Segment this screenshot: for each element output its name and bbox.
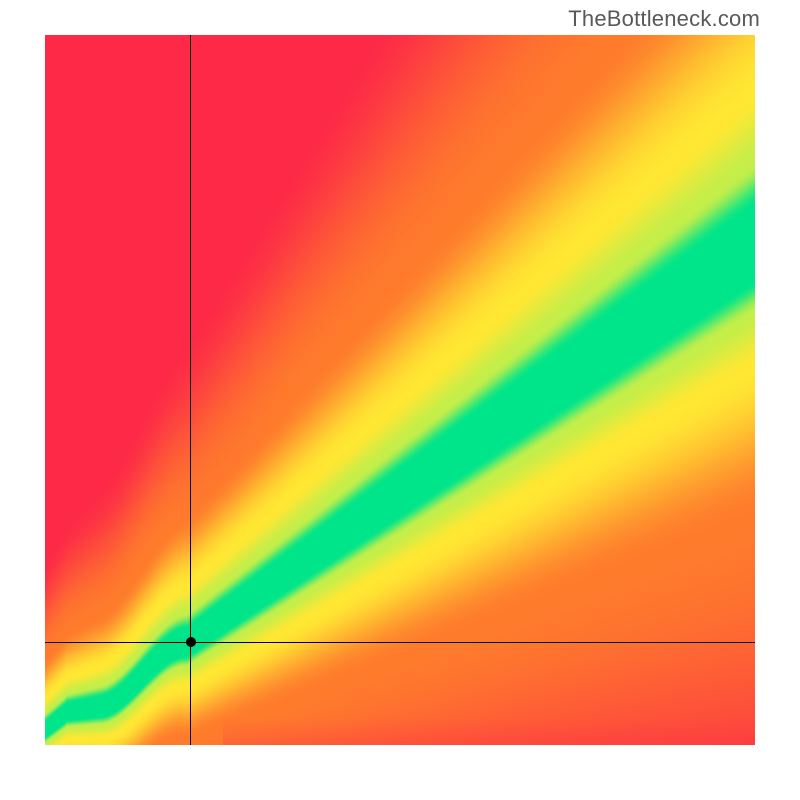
crosshair-marker	[186, 637, 196, 647]
heatmap-canvas	[45, 35, 755, 745]
watermark-text: TheBottleneck.com	[568, 6, 760, 32]
crosshair-horizontal	[45, 642, 755, 643]
heatmap-chart	[45, 35, 755, 745]
